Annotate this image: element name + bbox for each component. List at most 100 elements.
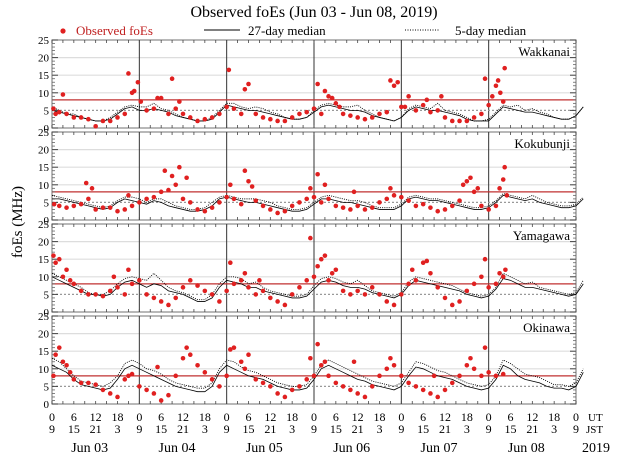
- x-tick-label-jst: 15: [68, 422, 80, 436]
- observed-point: [209, 205, 215, 210]
- observed-point: [435, 285, 441, 290]
- observed-point: [497, 270, 502, 276]
- observed-point: [126, 267, 131, 273]
- x-tick-label-jst: 21: [90, 422, 102, 436]
- observed-point: [399, 194, 404, 200]
- y-tick-label: 20: [38, 145, 50, 157]
- y-tick-label: 25: [38, 127, 50, 139]
- x-tick-label-jst: 9: [311, 422, 317, 436]
- observed-point: [71, 377, 77, 382]
- observed-point: [420, 201, 426, 207]
- observed-point: [351, 359, 357, 365]
- observed-point: [242, 270, 248, 276]
- observed-point: [304, 377, 310, 382]
- observed-point: [115, 208, 120, 214]
- y-tick-label: 15: [38, 70, 50, 82]
- x-tick-label-ut: 0: [49, 410, 55, 424]
- observed-point: [51, 106, 56, 111]
- observed-point: [384, 196, 390, 202]
- observed-point: [60, 274, 66, 280]
- observed-point: [326, 373, 331, 379]
- x-tick-label-ut: 12: [526, 410, 538, 424]
- observed-point: [60, 92, 66, 97]
- observed-point: [180, 355, 186, 361]
- y-tick-label: 0: [44, 215, 50, 227]
- observed-point: [315, 341, 320, 347]
- observed-point: [78, 288, 84, 294]
- observed-point: [318, 111, 324, 117]
- observed-point: [187, 200, 193, 205]
- x-tick-label-ut: 6: [71, 410, 77, 424]
- observed-point: [238, 359, 244, 365]
- x-day-label: Jun 07: [421, 441, 458, 456]
- observed-point: [406, 281, 411, 287]
- observed-point: [129, 371, 135, 377]
- observed-point: [471, 115, 477, 120]
- observed-point: [228, 260, 233, 266]
- observed-point: [348, 207, 353, 212]
- x-tick-label-ut: 0: [311, 410, 317, 424]
- observed-point: [71, 281, 77, 287]
- observed-point: [202, 370, 208, 375]
- observed-point: [504, 193, 510, 198]
- observed-point: [137, 200, 142, 205]
- observed-point: [253, 198, 259, 203]
- observed-point: [166, 392, 171, 398]
- x-day-label: Jun 06: [333, 441, 370, 456]
- observed-point: [486, 207, 491, 212]
- observed-point: [384, 109, 390, 115]
- observed-point: [169, 76, 175, 82]
- station-label: Kokubunji: [514, 136, 570, 151]
- observed-point: [253, 377, 259, 382]
- observed-point: [475, 186, 481, 191]
- observed-point: [93, 382, 98, 387]
- observed-point: [413, 384, 419, 389]
- y-tick-label: 10: [38, 364, 50, 376]
- observed-point: [388, 78, 393, 83]
- x-tick-label-jst: 15: [417, 422, 429, 436]
- x-tick-label-jst: 15: [505, 422, 517, 436]
- observed-point: [297, 384, 302, 389]
- observed-point: [311, 106, 317, 111]
- observed-point: [369, 384, 375, 389]
- observed-point: [137, 278, 142, 283]
- observed-point: [275, 391, 280, 396]
- x-tick-label-ut: 12: [439, 410, 451, 424]
- observed-point: [486, 370, 491, 375]
- x-tick-label-jst: 3: [202, 422, 208, 436]
- observed-point: [162, 168, 168, 174]
- year-label: 2019: [582, 441, 610, 456]
- observed-point: [500, 371, 506, 377]
- x-tick-label-jst: 9: [49, 422, 55, 436]
- observed-point: [377, 292, 382, 297]
- observed-point: [56, 256, 62, 262]
- observed-point: [246, 352, 251, 358]
- observed-point: [486, 102, 491, 108]
- observed-point: [53, 352, 58, 358]
- observed-point: [275, 299, 280, 304]
- observed-point: [126, 193, 131, 198]
- observed-point: [326, 196, 331, 202]
- x-tick-label-ut: 18: [199, 410, 211, 424]
- observed-point: [490, 94, 495, 99]
- jst-label: JST: [586, 424, 603, 436]
- x-tick-label-jst: 15: [243, 422, 255, 436]
- observed-point: [56, 203, 62, 209]
- panels: 0 5 10 15 20 25 Wakkanai 0 5 10 15 20 25 Kokubunji 0 5 1…: [38, 35, 584, 411]
- observed-point: [340, 384, 346, 389]
- observed-point: [107, 205, 113, 210]
- x-tick-label-jst: 3: [289, 422, 295, 436]
- legend-27day-label: 27-day median: [248, 23, 326, 38]
- station-label: Wakkanai: [518, 44, 570, 59]
- observed-point: [464, 178, 470, 184]
- series-5day-median: [51, 193, 584, 210]
- observed-point: [424, 258, 430, 264]
- observed-point: [297, 111, 302, 117]
- observed-point: [384, 299, 390, 304]
- observed-point: [282, 394, 288, 400]
- observed-point: [231, 106, 237, 111]
- observed-point: [51, 373, 56, 379]
- observed-point: [333, 380, 339, 386]
- x-tick-label-jst: 21: [264, 422, 276, 436]
